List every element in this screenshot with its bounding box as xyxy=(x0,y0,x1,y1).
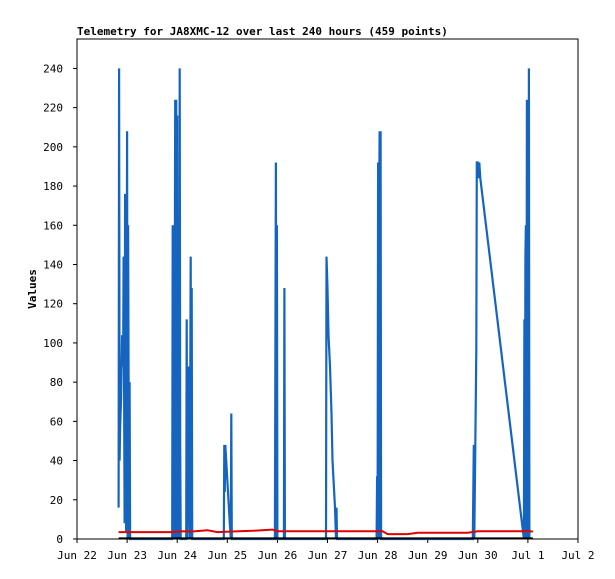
y-tick-label: 120 xyxy=(43,298,63,311)
x-tick-label: Jun 26 xyxy=(258,549,298,562)
y-tick-label: 240 xyxy=(43,62,63,75)
y-tick-label: 100 xyxy=(43,337,63,350)
y-tick-label: 60 xyxy=(50,415,63,428)
y-tick-label: 40 xyxy=(50,455,63,468)
x-tick-label: Jun 23 xyxy=(107,549,147,562)
series-line-2 xyxy=(118,528,533,536)
x-tick-label: Jun 22 xyxy=(57,549,97,562)
y-axis: 0 20 40 60 80 100 120 140 160 180 200 220 240 xyxy=(43,62,77,546)
y-tick-label: 0 xyxy=(56,533,63,546)
x-tick-label: Jun 24 xyxy=(157,549,197,562)
x-tick-label: Jun 29 xyxy=(408,549,448,562)
x-tick-label: Jul 1 xyxy=(511,549,544,562)
y-tick-label: 160 xyxy=(43,219,63,232)
x-tick-label: Jun 27 xyxy=(308,549,348,562)
x-axis: Jun 22 Jun 23 Jun 24 Jun 25 Jun 26 Jun 27 Jun … xyxy=(57,539,595,562)
y-tick-label: 180 xyxy=(43,180,63,193)
y-tick-label: 220 xyxy=(43,102,63,115)
x-tick-label: Jul 2 xyxy=(561,549,594,562)
x-tick-label: Jun 28 xyxy=(358,549,398,562)
x-tick-label: Jun 30 xyxy=(458,549,498,562)
y-axis-label: Values xyxy=(26,269,39,309)
series-layer xyxy=(117,68,533,541)
y-tick-label: 140 xyxy=(43,258,63,271)
y-tick-label: 80 xyxy=(50,376,63,389)
y-tick-label: 20 xyxy=(50,494,63,507)
x-tick-label: Jun 25 xyxy=(207,549,247,562)
chart-title: Telemetry for JA8XMC-12 over last 240 ho… xyxy=(77,25,448,38)
y-tick-label: 200 xyxy=(43,141,63,154)
